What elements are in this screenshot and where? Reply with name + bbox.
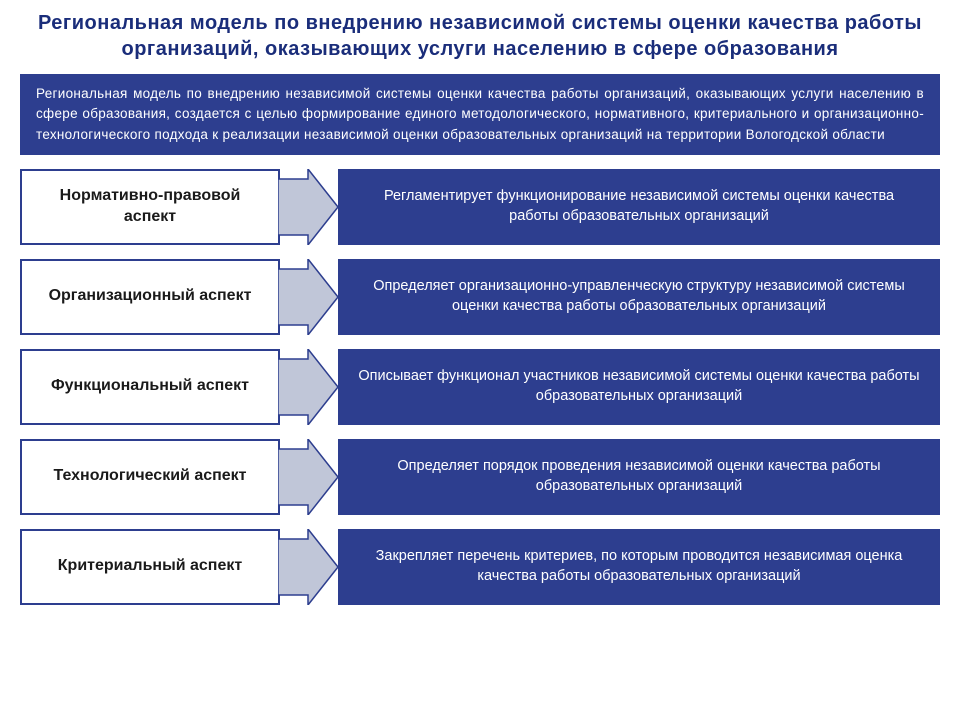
aspect-row: Технологический аспект Определяет порядо… <box>20 439 940 515</box>
aspect-description: Определяет организационно-управленческую… <box>338 259 940 335</box>
page-title: Региональная модель по внедрению независ… <box>20 10 940 62</box>
aspect-description: Закрепляет перечень критериев, по которы… <box>338 529 940 605</box>
aspect-label-box: Критериальный аспект <box>20 529 280 605</box>
aspect-label-box: Функциональный аспект <box>20 349 280 425</box>
aspect-row: Функциональный аспект Описывает функцион… <box>20 349 940 425</box>
aspect-rows: Нормативно-правовой аспект Регламентируе… <box>20 169 940 605</box>
aspect-description: Описывает функционал участников независи… <box>338 349 940 425</box>
arrow-icon <box>278 439 338 515</box>
aspect-row: Организационный аспект Определяет органи… <box>20 259 940 335</box>
arrow-icon <box>278 529 338 605</box>
intro-box: Региональная модель по внедрению независ… <box>20 74 940 155</box>
aspect-label-box: Технологический аспект <box>20 439 280 515</box>
arrow-icon <box>278 169 338 245</box>
aspect-description: Регламентирует функционирование независи… <box>338 169 940 245</box>
aspect-label-box: Нормативно-правовой аспект <box>20 169 280 245</box>
aspect-row: Критериальный аспект Закрепляет перечень… <box>20 529 940 605</box>
arrow-icon <box>278 259 338 335</box>
aspect-row: Нормативно-правовой аспект Регламентируе… <box>20 169 940 245</box>
arrow-icon <box>278 349 338 425</box>
aspect-description: Определяет порядок проведения независимо… <box>338 439 940 515</box>
aspect-label-box: Организационный аспект <box>20 259 280 335</box>
